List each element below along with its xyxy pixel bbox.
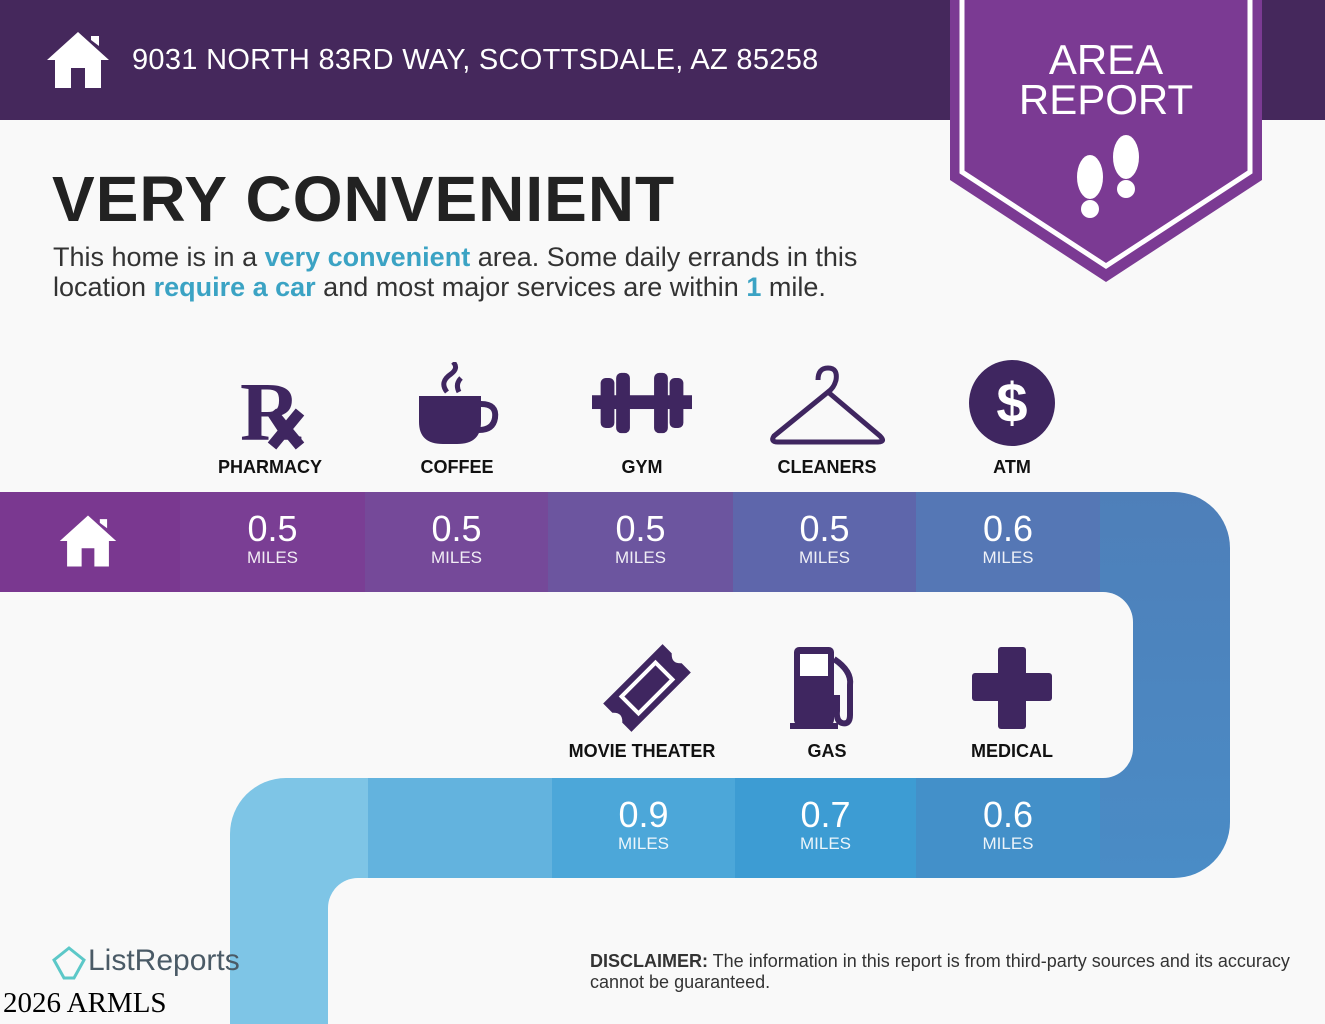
desc-highlight: 1 bbox=[746, 272, 762, 302]
distance-value: 0.9 bbox=[618, 794, 669, 835]
amenity-label: GAS bbox=[807, 741, 847, 761]
house-icon bbox=[47, 32, 109, 88]
distance-unit: MILES bbox=[614, 548, 667, 567]
dollar-icon: $ bbox=[969, 360, 1055, 446]
desc-text: This home is in a bbox=[53, 242, 265, 272]
distance-cell-medical: 0.6 MILES bbox=[916, 778, 1100, 878]
distance-unit: MILES bbox=[982, 548, 1034, 567]
desc-text: area. Some daily errands in this locatio… bbox=[53, 242, 858, 302]
coffee-cup-icon bbox=[419, 362, 499, 444]
rx-icon: R bbox=[240, 366, 305, 452]
desc-text: and most major services are within bbox=[315, 272, 747, 302]
distance-value: 0.6 bbox=[982, 508, 1034, 549]
distance-value: 0.5 bbox=[431, 508, 482, 549]
amenity-label: ATM bbox=[993, 457, 1031, 477]
amenity-label: MEDICAL bbox=[971, 741, 1053, 761]
description: This home is in a very convenient area. … bbox=[53, 242, 953, 302]
amenity-label: MOVIE THEATER bbox=[568, 741, 716, 761]
distance-value: 0.6 bbox=[982, 794, 1034, 835]
distance-value: 0.5 bbox=[247, 508, 298, 549]
distance-unit: MILES bbox=[246, 548, 299, 567]
amenity-label: GYM bbox=[621, 457, 663, 477]
distance-cell-atm: 0.6 MILES bbox=[916, 492, 1100, 592]
distance-cell-gas: 0.7 MILES bbox=[735, 778, 916, 878]
watermark: 2026 ARMLS bbox=[3, 987, 167, 1019]
desc-highlight: require a car bbox=[153, 272, 316, 302]
disclaimer: DISCLAIMER: The information in this repo… bbox=[590, 951, 1290, 993]
inner-gap bbox=[328, 878, 1325, 1024]
distance-cell-gym: 0.5 MILES bbox=[548, 492, 733, 592]
distance-unit: MILES bbox=[798, 548, 851, 567]
listreports-logo-icon bbox=[52, 946, 86, 980]
desc-highlight: very convenient bbox=[264, 242, 471, 272]
svg-text:$: $ bbox=[996, 371, 1027, 434]
disclaimer-label: DISCLAIMER: bbox=[590, 951, 708, 971]
distance-cell-coffee: 0.5 MILES bbox=[365, 492, 548, 592]
distance-cell-movie-theater: 0.9 MILES bbox=[552, 778, 735, 878]
badge-line2: REPORT bbox=[1018, 76, 1194, 123]
distance-unit: MILES bbox=[430, 548, 483, 567]
amenity-label: COFFEE bbox=[420, 457, 494, 477]
distance-value: 0.7 bbox=[800, 794, 851, 835]
address: 9031 NORTH 83RD WAY, SCOTTSDALE, AZ 8525… bbox=[132, 44, 819, 76]
headline: VERY CONVENIENT bbox=[52, 163, 676, 235]
desc-text: mile. bbox=[761, 272, 826, 302]
distance-unit: MILES bbox=[617, 834, 670, 853]
footprints-icon bbox=[1077, 135, 1139, 218]
house-icon bbox=[59, 515, 117, 567]
amenity-label: PHARMACY bbox=[217, 457, 322, 477]
dumbbell-icon bbox=[592, 372, 692, 434]
distance-unit: MILES bbox=[799, 834, 852, 853]
distance-cell-pharmacy: 0.5 MILES bbox=[180, 492, 365, 592]
distance-cell-cleaners: 0.5 MILES bbox=[733, 492, 916, 592]
distance-value: 0.5 bbox=[799, 508, 850, 549]
distance-value: 0.5 bbox=[615, 508, 666, 549]
amenity-label: CLEANERS bbox=[777, 457, 877, 477]
badge-line1: AREA bbox=[1048, 36, 1164, 83]
disclaimer-text: The information in this report is from t… bbox=[590, 951, 1290, 992]
ticket-icon bbox=[603, 644, 691, 732]
area-report-badge bbox=[950, 0, 1262, 282]
hanger-icon bbox=[770, 365, 886, 445]
listreports-logo: ListReports bbox=[88, 944, 240, 977]
gas-pump-icon bbox=[790, 647, 854, 729]
band-cell bbox=[368, 778, 552, 878]
medical-cross-icon bbox=[972, 647, 1052, 729]
distance-unit: MILES bbox=[982, 834, 1034, 853]
